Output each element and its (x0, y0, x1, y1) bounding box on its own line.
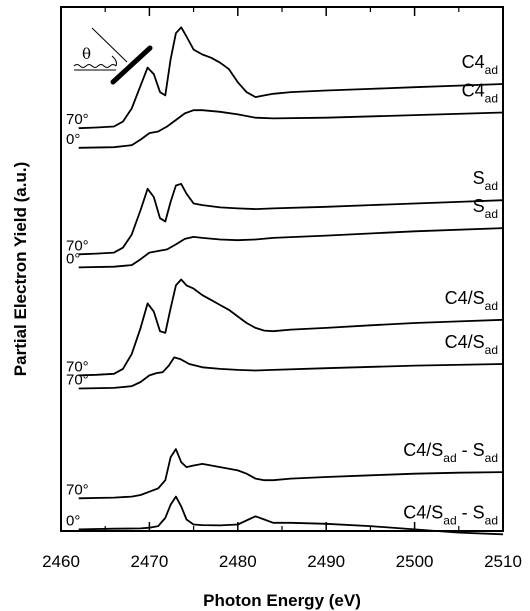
series-label-2: Sad (473, 168, 498, 193)
series-label-3: Sad (473, 196, 498, 221)
series-line-7 (78, 495, 504, 536)
y-axis-title: Partial Electron Yield (a.u.) (11, 162, 30, 376)
inset-surface-wave (73, 64, 117, 68)
angle-label-1: 0° (66, 131, 80, 148)
angle-label-7: 0° (66, 512, 80, 529)
x-tick-label-5: 2510 (484, 552, 522, 571)
series-line-0 (78, 26, 504, 130)
inset-theta-symbol: θ (82, 45, 91, 63)
series-line-1 (78, 109, 504, 149)
series-label-6: C4/Sad - Sad (403, 440, 498, 465)
angle-label-6: 70° (66, 481, 89, 498)
incidence-angle-inset: θ (73, 27, 153, 85)
series-label-5: C4/Sad (445, 332, 498, 357)
x-axis-title: Photon Energy (eV) (203, 591, 361, 610)
series-label-0: C4ad (462, 52, 498, 77)
series-labels: C4ad C4ad Sad Sad C4/Sad C4/Sad C4/Sad - Sad C4… (403, 52, 498, 527)
series-line-4 (78, 278, 504, 377)
series-line-6 (78, 448, 504, 500)
spectra-group (78, 26, 504, 536)
x-tick-label-4: 2500 (396, 552, 434, 571)
inset-angle-arc (111, 55, 117, 67)
series-label-4: C4/Sad (445, 288, 498, 313)
angle-label-0: 70° (66, 111, 89, 128)
series-line-5 (78, 356, 504, 390)
angle-label-3: 0° (66, 250, 80, 267)
angle-label-2: 70° (66, 237, 89, 254)
series-line-2 (78, 183, 504, 256)
series-label-1: C4ad (462, 80, 498, 105)
x-tick-label-3: 2490 (307, 552, 345, 571)
angle-labels: 70°0°70°0°70°70°70°0° (66, 111, 89, 529)
x-tick-labels: 2460 2470 2480 2490 2500 2510 (42, 552, 522, 571)
x-tick-label-1: 2470 (130, 552, 168, 571)
angle-label-5: 70° (66, 372, 89, 389)
series-line-3 (78, 227, 504, 269)
x-tick-label-0: 2460 (42, 552, 80, 571)
series-label-7: C4/Sad - Sad (403, 502, 498, 527)
x-tick-label-2: 2480 (219, 552, 257, 571)
inset-sample-bar (110, 45, 153, 85)
angle-label-4: 70° (66, 358, 89, 375)
inset-beam-line (91, 27, 128, 63)
